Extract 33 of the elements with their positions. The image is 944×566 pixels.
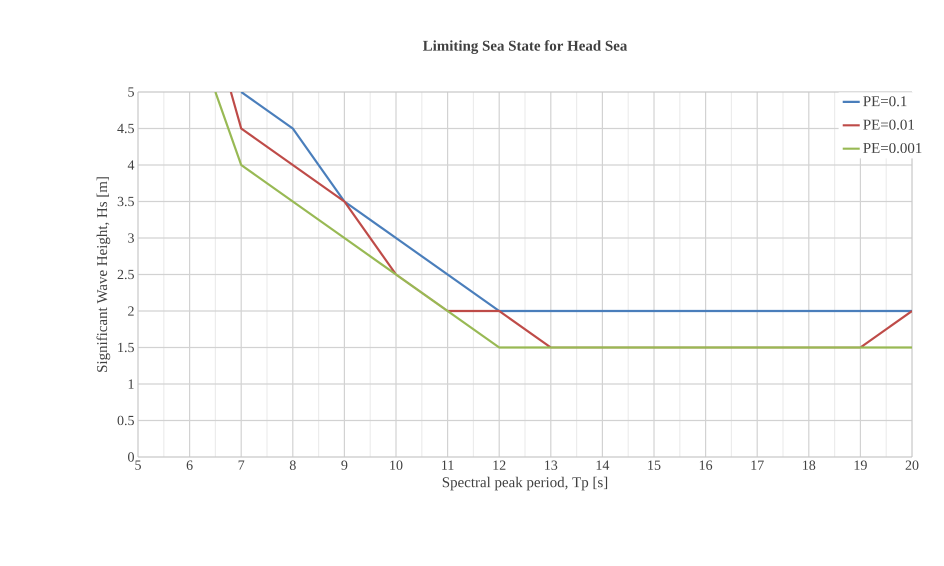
x-tick-label: 15 bbox=[648, 460, 660, 470]
y-axis-title: Significant Wave Height, Hs [m] bbox=[96, 177, 110, 372]
x-tick-label: 7 bbox=[238, 460, 244, 470]
chart-title: Limiting Sea State for Head Sea bbox=[422, 40, 628, 54]
x-tick-label: 17 bbox=[751, 460, 764, 470]
y-tick-label: 3 bbox=[128, 233, 134, 243]
x-axis-title: Spectral peak period, Tp [s] bbox=[442, 476, 608, 490]
x-tick-label: 11 bbox=[442, 460, 454, 470]
x-tick-label: 5 bbox=[135, 460, 141, 470]
x-tick-label: 20 bbox=[906, 460, 918, 470]
y-tick-label: 4.5 bbox=[117, 124, 134, 134]
y-tick-label: 5 bbox=[128, 87, 134, 97]
y-tick-label: 1.5 bbox=[118, 342, 134, 352]
y-tick-label: 4 bbox=[128, 160, 134, 170]
legend-label: PE=0.001 bbox=[863, 142, 922, 154]
x-tick-label: 10 bbox=[390, 460, 402, 470]
legend-label: PE=0.1 bbox=[863, 96, 906, 106]
x-tick-label: 9 bbox=[341, 460, 348, 470]
y-tick-label: 0 bbox=[128, 452, 134, 462]
x-tick-label: 14 bbox=[596, 460, 610, 470]
x-tick-label: 6 bbox=[186, 460, 193, 470]
x-tick-label: 18 bbox=[803, 460, 816, 470]
y-tick-label: 3.5 bbox=[118, 196, 134, 206]
y-tick-label: 0.5 bbox=[118, 416, 134, 426]
x-tick-label: 8 bbox=[290, 460, 296, 470]
x-tick-label: 16 bbox=[700, 460, 712, 470]
x-tick-label: 19 bbox=[854, 460, 867, 470]
x-tick-label: 12 bbox=[493, 460, 506, 470]
y-tick-label: 2.5 bbox=[118, 270, 134, 280]
y-tick-label: 2 bbox=[128, 306, 134, 316]
y-tick-label: 1 bbox=[128, 379, 134, 389]
x-tick-label: 13 bbox=[545, 460, 558, 470]
legend-label: PE=0.01 bbox=[863, 120, 914, 130]
